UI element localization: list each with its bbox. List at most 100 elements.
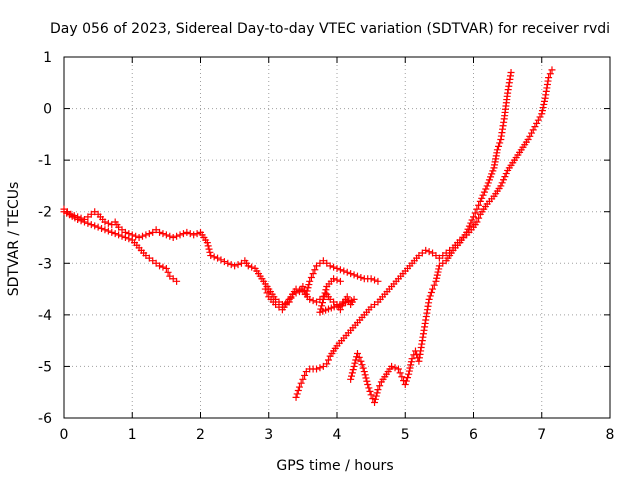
data-point xyxy=(353,272,361,280)
data-point xyxy=(323,360,331,368)
data-point xyxy=(108,228,116,236)
data-point xyxy=(309,297,317,305)
data-point xyxy=(319,295,327,303)
data-point xyxy=(371,276,379,284)
data-point xyxy=(234,261,242,269)
data-point xyxy=(111,230,119,238)
chart-title: Day 056 of 2023, Sidereal Day-to-day VTE… xyxy=(50,21,610,37)
data-point xyxy=(349,366,357,374)
x-axis-label: GPS time / hours xyxy=(276,458,393,474)
data-point xyxy=(231,262,239,270)
data-point xyxy=(190,231,198,239)
data-point xyxy=(80,218,88,226)
data-point xyxy=(193,230,201,238)
data-point xyxy=(336,277,344,285)
data-point xyxy=(485,176,493,184)
y-tick-label: 1 xyxy=(43,50,52,66)
data-point xyxy=(210,253,218,261)
data-point xyxy=(295,383,303,391)
data-point xyxy=(224,259,232,267)
data-point xyxy=(318,302,326,310)
data-point xyxy=(540,97,548,105)
data-point xyxy=(98,224,106,232)
data-point xyxy=(498,179,506,187)
data-point xyxy=(162,264,170,272)
data-point xyxy=(357,357,365,365)
data-point xyxy=(507,68,515,76)
data-point xyxy=(376,382,384,390)
data-point xyxy=(333,276,341,284)
data-point xyxy=(173,232,181,240)
data-point xyxy=(497,182,505,190)
data-point xyxy=(77,217,85,225)
data-point xyxy=(205,245,213,253)
data-point xyxy=(533,119,541,127)
data-point xyxy=(538,110,546,118)
x-tick-label: 5 xyxy=(401,427,410,443)
data-point xyxy=(539,104,547,112)
data-point xyxy=(364,380,372,388)
data-point xyxy=(324,356,332,364)
data-point xyxy=(183,228,191,236)
data-point xyxy=(159,263,167,271)
x-tick-label: 6 xyxy=(469,427,478,443)
data-point xyxy=(306,295,314,303)
data-point xyxy=(347,375,355,383)
data-point xyxy=(372,392,380,400)
data-point xyxy=(489,167,497,175)
data-point xyxy=(479,191,487,199)
data-point xyxy=(374,386,382,394)
data-point xyxy=(132,232,140,240)
data-point xyxy=(495,142,503,150)
data-point xyxy=(145,230,153,238)
data-point xyxy=(101,218,109,226)
y-tick-label: -2 xyxy=(38,205,52,221)
data-point xyxy=(316,308,324,316)
data-point xyxy=(84,219,92,227)
data-point xyxy=(292,393,300,401)
data-point xyxy=(355,353,363,361)
data-point xyxy=(305,281,313,289)
data-point xyxy=(427,289,435,297)
data-point xyxy=(353,350,361,358)
y-axis: -6 -5 -4 -3 -2 -1 0 1 xyxy=(38,50,610,427)
data-point xyxy=(330,263,338,271)
data-point xyxy=(365,384,373,392)
data-point xyxy=(373,389,381,397)
data-point xyxy=(473,205,481,213)
data-point xyxy=(350,271,358,279)
data-point xyxy=(343,268,351,276)
data-point xyxy=(487,173,495,181)
data-point xyxy=(142,231,150,239)
data-point xyxy=(104,227,112,235)
data-point xyxy=(548,66,556,74)
data-point xyxy=(206,248,214,256)
data-point xyxy=(471,209,479,217)
data-point xyxy=(91,222,99,230)
data-point xyxy=(307,273,315,281)
data-point xyxy=(407,358,415,366)
y-tick-label: -1 xyxy=(38,153,52,169)
data-point xyxy=(326,262,334,270)
data-point xyxy=(374,277,382,285)
data-point xyxy=(396,369,404,377)
data-point xyxy=(313,365,321,373)
data-point xyxy=(74,215,82,223)
data-point xyxy=(394,365,402,373)
data-point xyxy=(482,185,490,193)
data-point xyxy=(528,129,536,137)
x-tick-label: 0 xyxy=(60,427,69,443)
data-point xyxy=(263,289,271,297)
data-point xyxy=(169,234,177,241)
data-point xyxy=(402,377,410,385)
data-point xyxy=(488,170,496,178)
data-point xyxy=(538,107,546,115)
data-point xyxy=(468,216,476,224)
data-point xyxy=(94,223,102,231)
data-point xyxy=(101,226,109,234)
data-point xyxy=(366,387,374,395)
data-point xyxy=(464,225,472,233)
data-point xyxy=(501,173,509,181)
y-axis-label: SDTVAR / TECUs xyxy=(6,182,22,297)
data-point xyxy=(484,179,492,187)
